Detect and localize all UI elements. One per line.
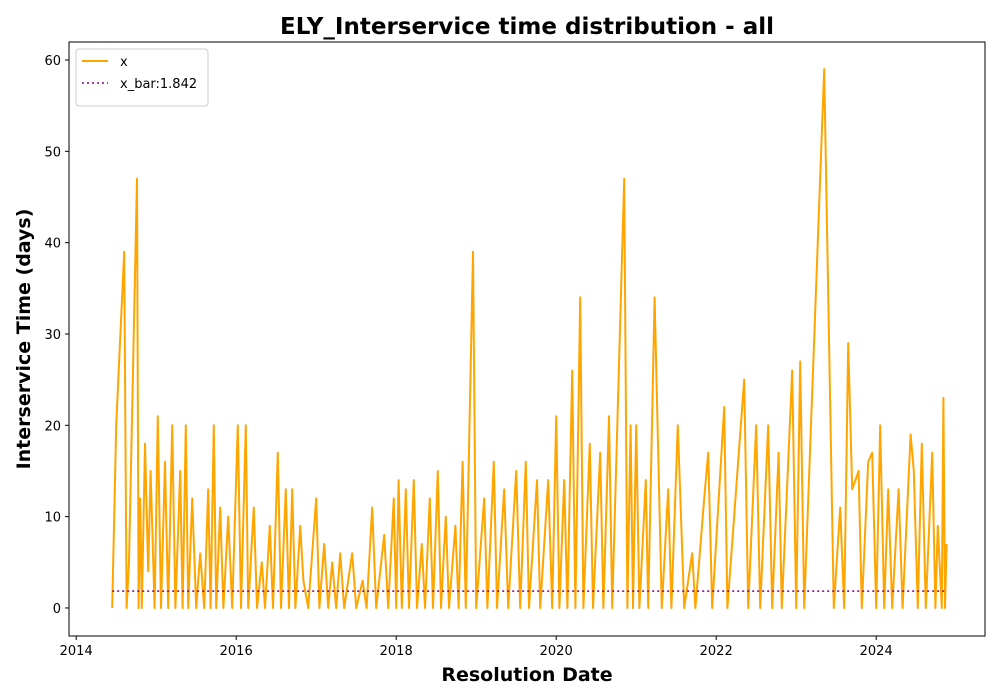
legend-label: x_bar:1.842 xyxy=(120,77,197,92)
x-tick-label: 2022 xyxy=(700,644,733,659)
x-tick-label: 2020 xyxy=(540,644,573,659)
series-line xyxy=(111,68,948,609)
x-axis-label: Resolution Date xyxy=(441,664,612,686)
x-tick-label: 2024 xyxy=(860,644,893,659)
y-tick-label: 40 xyxy=(44,237,61,252)
x-tick-label: 2016 xyxy=(220,644,253,659)
y-tick-label: 10 xyxy=(44,511,61,526)
x-tick-label: 2014 xyxy=(60,644,93,659)
legend-box xyxy=(75,48,209,107)
y-axis-label: Interservice Time (days) xyxy=(13,209,35,470)
chart-title: ELY_Interservice time distribution - all xyxy=(280,14,774,40)
legend-label: x xyxy=(120,55,128,70)
y-tick-label: 30 xyxy=(44,328,61,343)
plot-frame xyxy=(68,41,986,637)
x-tick-label: 2018 xyxy=(380,644,413,659)
y-tick-label: 20 xyxy=(44,419,61,434)
y-tick-label: 50 xyxy=(44,145,61,160)
y-tick-label: 0 xyxy=(53,602,61,617)
y-tick-label: 60 xyxy=(44,54,61,69)
